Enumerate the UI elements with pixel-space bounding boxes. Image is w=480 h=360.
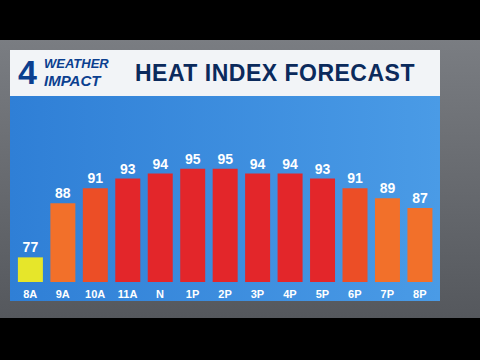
svg-text:1P: 1P (186, 288, 199, 300)
svg-text:91: 91 (347, 170, 363, 186)
svg-text:88: 88 (55, 185, 71, 201)
html-text:4: 4 (18, 53, 37, 91)
svg-text:93: 93 (120, 161, 136, 177)
svg-text:5P: 5P (316, 288, 329, 300)
svg-text:6P: 6P (348, 288, 361, 300)
svg-text:10A: 10A (85, 288, 105, 300)
html-text:WEATHER: WEATHER (44, 56, 109, 71)
svg-text:94: 94 (282, 156, 298, 172)
html-text:HEAT INDEX FORECAST: HEAT INDEX FORECAST (135, 60, 415, 86)
svg-text:89: 89 (380, 180, 396, 196)
svg-text:95: 95 (185, 151, 201, 167)
svg-text:93: 93 (315, 161, 331, 177)
svg-text:91: 91 (88, 170, 104, 186)
svg-text:77: 77 (23, 239, 39, 255)
svg-text:3P: 3P (251, 288, 264, 300)
svg-text:94: 94 (152, 156, 168, 172)
svg-text:11A: 11A (118, 288, 138, 300)
svg-text:2P: 2P (218, 288, 231, 300)
svg-text:8P: 8P (413, 288, 426, 300)
svg-text:9A: 9A (56, 288, 70, 300)
svg-text:N: N (156, 288, 164, 300)
svg-text:87: 87 (412, 190, 428, 206)
svg-text:7P: 7P (381, 288, 394, 300)
svg-text:95: 95 (217, 151, 233, 167)
svg-text:8A: 8A (23, 288, 37, 300)
html-text:IMPACT: IMPACT (44, 72, 101, 89)
svg-text:4P: 4P (283, 288, 296, 300)
svg-text:94: 94 (250, 156, 266, 172)
